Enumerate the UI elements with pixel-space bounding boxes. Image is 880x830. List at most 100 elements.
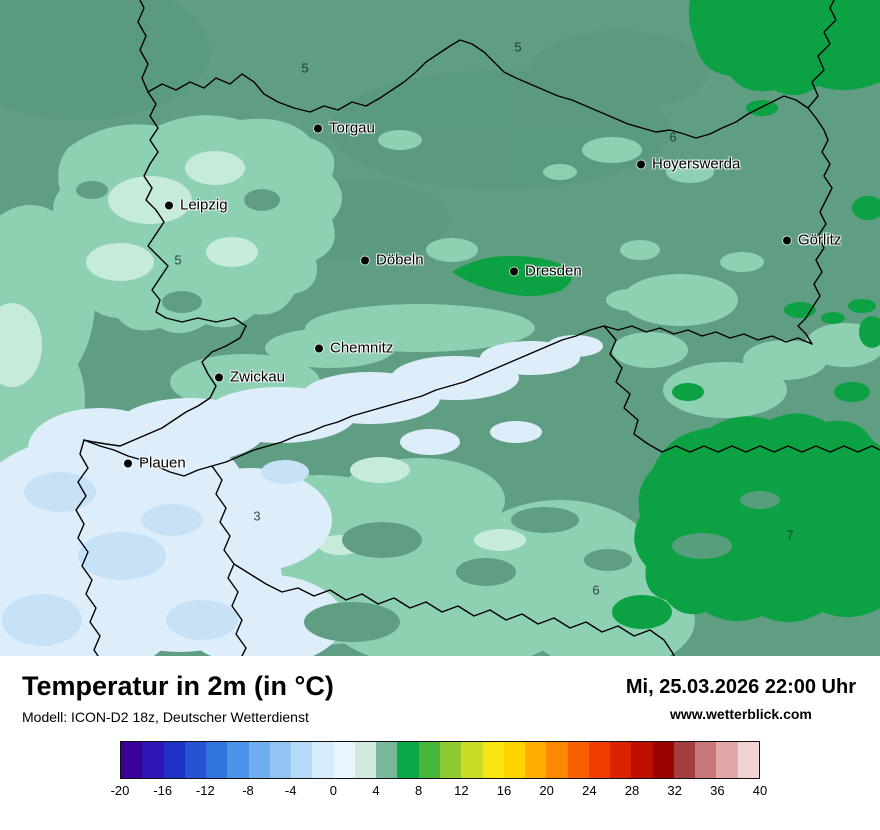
colorbar-segment-36 [716, 741, 738, 778]
city-dot-icon [361, 256, 369, 264]
colorbar-tick-label: 4 [372, 782, 380, 798]
temperature-value-label: 5 [301, 60, 309, 76]
city-marker-dbeln: Döbeln [361, 252, 424, 269]
city-marker-grlitz: Görlitz [783, 232, 841, 249]
colorbar-segment-12 [461, 741, 483, 778]
map-region-pale-mint [0, 151, 526, 555]
city-label: Görlitz [798, 231, 842, 249]
colorbar-segment-16 [503, 741, 526, 778]
footer-left: Temperatur in 2m (in °C) Modell: ICON-D2… [22, 671, 334, 725]
colorbar-segment--16 [163, 741, 185, 778]
colorbar-segment-4 [376, 741, 398, 778]
city-dot-icon [783, 236, 791, 244]
colorbar-ticks: -20 -16 -12 -8 -4 0 4 8 12 16 20 24 28 32 36 40 [111, 782, 768, 805]
city-label: Plauen [139, 454, 186, 472]
colorbar-segment-2 [354, 741, 377, 778]
footer: Temperatur in 2m (in °C) Modell: ICON-D2… [0, 656, 880, 830]
footer-right: Mi, 25.03.2026 22:00 Uhr www.wetterblick… [626, 672, 856, 722]
city-label: Chemnitz [330, 339, 394, 357]
colorbar-tick-label: -12 [195, 782, 215, 798]
colorbar-segment--10 [227, 741, 249, 778]
datetime-label: Mi, 25.03.2026 22:00 Uhr [625, 676, 856, 698]
colorbar-tick-label: -8 [242, 782, 254, 798]
colorbar-segment--20 [121, 741, 143, 778]
colorbar-tick-label: 24 [582, 782, 597, 798]
border-south [83, 325, 813, 477]
colorbar-tick-label: -4 [284, 782, 297, 798]
colorbar-segment--14 [184, 741, 207, 778]
colorbar-tick-label: -16 [153, 782, 173, 798]
colorbar-segment-0 [333, 741, 355, 778]
colorbar-segment-14 [482, 741, 504, 778]
colorbar-segment-20 [546, 741, 568, 778]
colorbar-tick-label: -20 [110, 782, 130, 798]
colorbar-tick-label: 32 [667, 782, 682, 798]
colorbar-tick-label: 36 [710, 782, 725, 798]
website-label: www.wetterblick.com [670, 706, 812, 722]
state-border-lines [75, 0, 880, 656]
colorbar-segment--6 [269, 741, 292, 778]
city-marker-zwickau: Zwickau [215, 369, 285, 386]
city-markers-layer: Torgau Hoyerswerda Leipzig Görlitz Döbeln Dre… [124, 120, 841, 472]
border-czech-inner-east [603, 325, 880, 453]
border-east-branch [807, 0, 837, 109]
border-east [797, 139, 833, 345]
city-dot-icon [215, 373, 223, 381]
colorbar-tick-label: 0 [329, 782, 337, 798]
map-speckles-base-green [76, 181, 632, 642]
colorbar-segment-6 [397, 741, 419, 778]
colorbar-segment-28 [631, 741, 653, 778]
colorbar-tick-label: 8 [415, 782, 423, 798]
colorbar-segment-24 [588, 741, 611, 778]
colorbar-tick-label: 12 [454, 782, 469, 798]
colorbar-segment--12 [206, 741, 228, 778]
city-label: Dresden [525, 262, 582, 280]
colorbar-tick-label: 40 [752, 782, 768, 798]
temperature-value-label: 6 [592, 582, 600, 598]
city-dot-icon [124, 459, 132, 467]
map-region-darker-green [0, 0, 710, 260]
colorbar-segment-26 [610, 741, 632, 778]
map-vivid-holes [672, 491, 780, 559]
border-czech-inner-south [233, 563, 675, 656]
temperature-value-label: 5 [514, 39, 522, 55]
colorbar-segment--8 [248, 741, 270, 778]
city-marker-plauen: Plauen [124, 455, 186, 472]
colorbar-segment-38 [737, 741, 759, 778]
city-label: Leipzig [180, 196, 228, 214]
temperature-value-label: 3 [253, 508, 261, 524]
colorbar-segment-32 [673, 741, 696, 778]
temperature-value-label: 5 [174, 252, 182, 268]
temperature-labels-layer: 5 5 6 5 3 6 7 [174, 39, 794, 598]
border-vogtland-west [75, 439, 101, 656]
city-dot-icon [314, 124, 322, 132]
border-north [147, 39, 829, 141]
colorbar-segment--18 [142, 741, 164, 778]
colorbar: -20 -16 -12 -8 -4 0 4 8 12 16 20 24 28 32 36 40 [111, 740, 768, 805]
colorbar-segment--2 [312, 741, 334, 778]
colorbar-gradient [120, 740, 760, 779]
colorbar-tick-label: 16 [496, 782, 512, 798]
city-marker-torgau: Torgau [314, 120, 375, 137]
border-north-branch [137, 0, 149, 93]
page-title: Temperatur in 2m (in °C) [22, 671, 334, 701]
colorbar-tick-label: 28 [624, 782, 640, 798]
colorbar-tick-label: 20 [539, 782, 554, 798]
city-dot-icon [637, 160, 645, 168]
temperature-value-label: 7 [786, 527, 794, 543]
colorbar-segment--4 [291, 741, 313, 778]
temperature-value-label: 6 [669, 129, 677, 145]
city-label: Hoyerswerda [652, 155, 741, 173]
city-label: Zwickau [230, 368, 286, 386]
city-label: Torgau [329, 119, 375, 137]
colorbar-segment-30 [652, 741, 674, 778]
city-marker-leipzig: Leipzig [165, 197, 228, 214]
city-marker-hoyerswerda: Hoyerswerda [637, 156, 740, 173]
city-dot-icon [165, 201, 173, 209]
colorbar-segment-22 [567, 741, 589, 778]
colorbar-segment-8 [418, 741, 440, 778]
colorbar-segment-10 [439, 741, 462, 778]
model-info: Modell: ICON-D2 18z, Deutscher Wetterdie… [22, 708, 309, 725]
city-marker-chemnitz: Chemnitz [315, 340, 393, 357]
